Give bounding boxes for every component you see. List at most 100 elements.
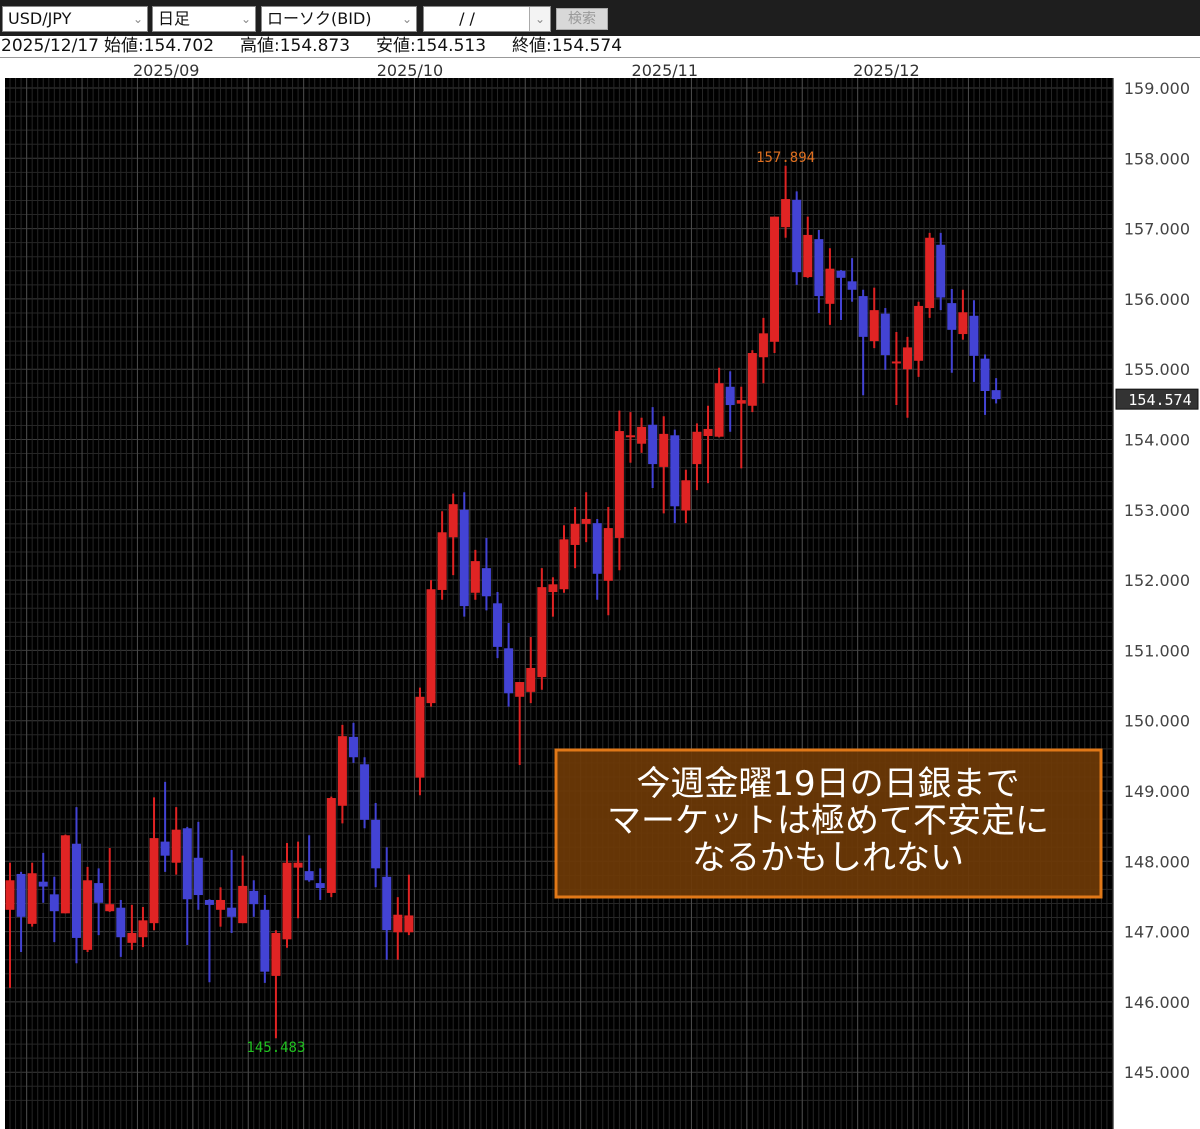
candle [216,887,226,927]
candle [304,835,314,882]
candle [38,852,48,903]
candle-body [980,358,990,391]
candle [603,506,613,616]
y-tick-label: 145.000 [1124,1063,1190,1082]
y-tick-label: 157.000 [1124,220,1190,239]
candle-body [171,829,181,863]
candle [160,781,170,872]
candle-body [570,523,580,545]
candle-body [792,199,802,273]
candle [980,354,990,415]
candle [847,258,857,302]
y-tick-label: 146.000 [1124,993,1190,1012]
plot-area [5,78,1113,1129]
candle [770,216,780,354]
price-axis: 159.000 158.000 157.000 156.000 155.000 154.0… [1113,78,1200,1129]
candle-body [83,880,93,950]
candle [614,410,624,571]
info-low: 安値:154.513 [376,36,487,56]
y-tick-label: 158.000 [1124,149,1190,168]
candle-body [858,296,868,337]
candle-body [116,907,126,938]
y-tick-label: 149.000 [1124,782,1190,801]
candle [127,904,137,950]
candle-body [459,509,469,607]
candle-body [825,268,835,304]
annotation-text-line: マーケットは極めて不安定に [607,801,1049,841]
symbol-select[interactable]: USD/JPY ⌄ [2,6,148,32]
candle [659,416,669,514]
candle-body [38,881,48,887]
candle [692,423,702,491]
candle-body [736,400,746,404]
candle-body [249,890,259,905]
candle-body [393,914,403,933]
candle [559,525,569,593]
candle [670,429,680,524]
month-label: 2025/12 [853,61,919,80]
candle-body [814,239,824,297]
y-tick-label: 147.000 [1124,923,1190,942]
candle [736,386,746,469]
candle [382,847,392,960]
axis-background [1113,78,1200,1129]
candles [5,165,1001,1039]
candle [825,248,835,325]
info-high: 高値:154.873 [240,36,351,56]
candle [991,378,1001,404]
candle-body [991,390,1001,400]
candle [49,876,59,943]
timeframe-select[interactable]: 日足 ⌄ [152,6,256,32]
candle [869,287,879,349]
candle [725,371,735,432]
candle-body [348,736,358,758]
candle [548,577,558,617]
candle-body [614,431,624,538]
candle-body [891,361,901,364]
candle [60,834,70,914]
search-button[interactable]: 検索 [556,8,608,30]
candle [94,868,104,936]
candle [227,850,237,934]
candle-body [138,920,148,938]
chart-type-select[interactable]: ローソク(BID) ⌄ [261,6,417,32]
chevron-down-icon: ⌄ [401,12,412,26]
candle [282,843,292,948]
date-picker[interactable]: / / ⌄ [423,6,551,32]
candle-body [271,933,281,976]
candle-body [925,237,935,309]
candle [858,289,868,396]
candle-body [481,568,491,597]
chevron-down-icon[interactable]: ⌄ [529,7,550,31]
candle-body [603,528,613,581]
candle [470,549,480,600]
candle [592,518,602,600]
candle-body [149,838,159,924]
chevron-down-icon: ⌄ [132,12,143,26]
candle [204,899,214,983]
info-open: 始値:154.702 [104,36,215,56]
candle [880,308,890,370]
y-tick-label: 150.000 [1124,712,1190,731]
month-label: 2025/10 [377,61,443,80]
candle-body [758,333,768,358]
candle-body [526,667,536,692]
candle [193,821,203,910]
candle [581,492,591,543]
y-tick-label: 155.000 [1124,360,1190,379]
current-price-tag [1115,388,1199,410]
annotation-text-line: 今週金曜19日の日銀まで [636,764,1019,804]
candle [747,350,757,413]
candle-body [382,876,392,931]
candle [570,506,580,569]
candle [936,232,946,311]
month-label: 2025/11 [632,61,698,80]
candle-body [238,885,248,924]
candle [260,895,270,983]
y-tick-label: 151.000 [1124,641,1190,660]
candle-body [592,523,602,574]
candle-body [648,424,658,465]
candle [393,897,403,960]
